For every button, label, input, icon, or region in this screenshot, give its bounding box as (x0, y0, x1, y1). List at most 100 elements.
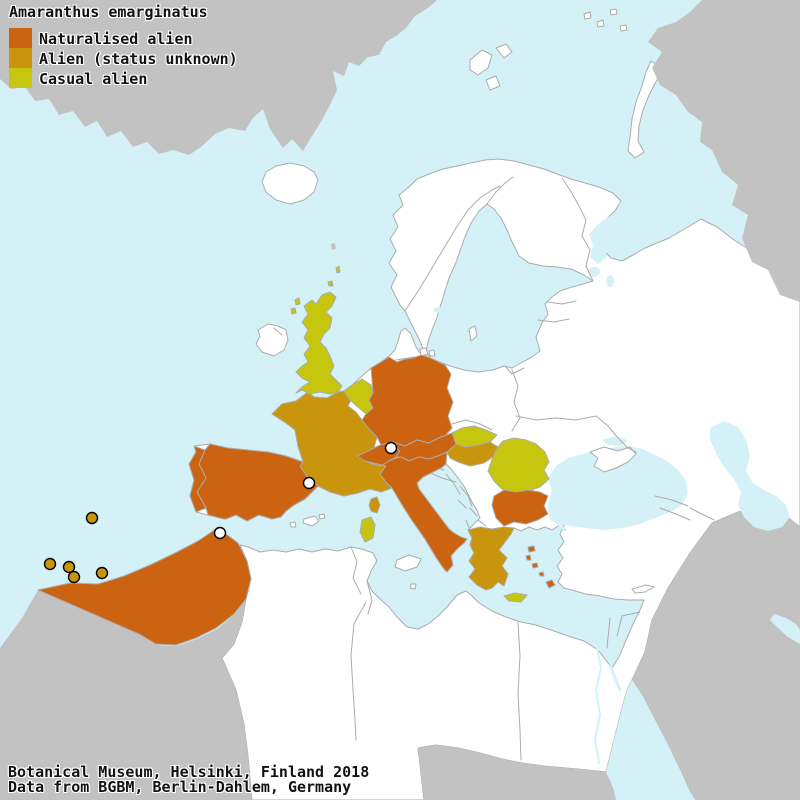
island-sardinia (359, 516, 376, 543)
island-mallorca (302, 515, 320, 527)
sudan-sahel-outside (418, 745, 616, 800)
island-corsica (368, 496, 381, 514)
crimea (589, 446, 637, 473)
record-markers (43, 441, 398, 584)
border-libya-egypt (517, 621, 522, 761)
legend-label-naturalised: Naturalised alien (39, 30, 193, 48)
island-franz-josef-4 (619, 24, 628, 32)
marker-gibraltar (213, 526, 227, 540)
island-lesbos (527, 545, 536, 553)
border-northern-ireland (273, 327, 283, 336)
black-sea (548, 446, 688, 530)
red-sea (606, 680, 695, 800)
island-svalbard-1 (469, 49, 493, 76)
footer-line-1: Botanical Museum, Helsinki, Finland 2018 (8, 763, 370, 781)
country-bulgaria (491, 489, 549, 527)
island-iceland (261, 162, 319, 205)
island-hebrides-2 (290, 307, 297, 315)
border-balkans-4 (459, 485, 473, 507)
caspian-sea (710, 421, 790, 531)
island-svalbard-3 (485, 75, 501, 91)
island-shetland (335, 265, 341, 274)
legend-swatch-casual (9, 68, 32, 88)
marker-canary-island-1 (43, 557, 57, 571)
island-menorca (318, 513, 326, 520)
border-caucasus-2 (689, 507, 715, 521)
island-novaya-zemlya (627, 60, 661, 159)
legend-label-unknown: Alien (status unknown) (39, 50, 238, 68)
island-crete (503, 592, 528, 603)
country-greece (467, 526, 515, 591)
northeast-russia-outside (648, 0, 800, 302)
border-algeria-tunisia (350, 546, 362, 595)
border-balkans-5 (469, 507, 478, 517)
island-ireland (255, 323, 289, 357)
marker-canary-island-3 (67, 570, 81, 584)
lake-onega (606, 275, 614, 287)
island-franz-josef-2 (596, 19, 605, 28)
legend-label-casual: Casual alien (39, 70, 148, 88)
island-hebrides-1 (294, 297, 301, 306)
border-levant-2 (606, 617, 611, 649)
footer-line-2: Data from BGBM, Berlin-Dahlem, Germany (8, 778, 352, 796)
border-finland-russia (561, 177, 594, 282)
border-estonia-latvia (547, 300, 577, 305)
country-romania (487, 437, 550, 494)
middle-east-outside (632, 507, 800, 800)
marker-canary-island-2 (62, 560, 76, 574)
country-borders (273, 176, 715, 761)
border-latvia-lithuania (537, 318, 570, 323)
nile-river (593, 647, 603, 764)
country-portugal (188, 445, 207, 513)
border-balkans-3 (445, 473, 461, 495)
border-caucasus-3 (654, 495, 689, 507)
faroe-islands (331, 243, 336, 250)
bosporus-strait (554, 519, 567, 532)
lake-vanern (434, 307, 442, 313)
marker-madeira (85, 511, 99, 525)
lake-ladoga (588, 267, 600, 277)
border-balkans-7 (477, 519, 487, 527)
border-belarus-ukraine (515, 415, 597, 421)
legend-swatch-unknown (9, 48, 32, 68)
western-sahara-outside (0, 590, 252, 800)
border-levant-1 (616, 611, 641, 637)
island-sicily (394, 554, 422, 572)
status-regions (37, 265, 556, 646)
country-germany (361, 354, 454, 447)
island-kos (538, 571, 545, 577)
island-funen (428, 349, 436, 357)
island-svalbard-2 (495, 43, 513, 59)
island-gotland (468, 325, 478, 342)
island-ibiza (289, 521, 297, 528)
border-norway-sweden (404, 185, 501, 312)
legend-swatch-naturalised (9, 28, 32, 48)
island-franz-josef-1 (583, 11, 592, 20)
island-cyprus (631, 584, 655, 594)
border-balkans-8 (457, 499, 467, 509)
marker-canary-island-4 (95, 566, 109, 580)
border-tunisia-libya (366, 580, 373, 615)
marker-liechtenstein (384, 441, 398, 455)
border-balkans-6 (465, 519, 471, 531)
border-sweden-finland (486, 176, 514, 205)
border-kaliningrad (504, 365, 525, 375)
map-title: Amaranthus emarginatus (9, 3, 208, 21)
sea-of-azov (602, 436, 628, 446)
white-sea (589, 214, 617, 264)
border-ukraine-russia (595, 415, 637, 453)
island-zealand (419, 347, 429, 357)
island-samos (531, 562, 539, 569)
border-algeria-libya (350, 601, 367, 741)
island-chios (525, 554, 532, 561)
country-italy (364, 451, 468, 573)
border-poland-czech (451, 419, 493, 431)
marker-andorra (302, 476, 316, 490)
island-rhodes (545, 579, 556, 589)
island-malta (409, 583, 417, 590)
gulf-of-suez (608, 664, 622, 692)
country-spain (196, 443, 319, 522)
island-franz-josef-3 (609, 8, 618, 16)
